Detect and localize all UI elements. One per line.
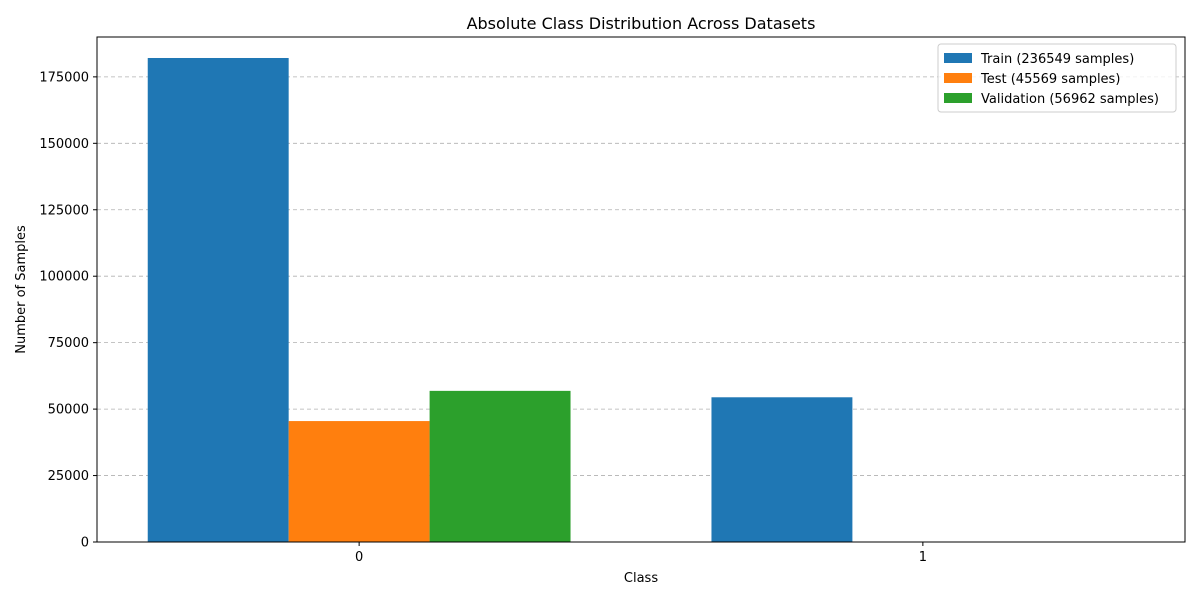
legend: Train (236549 samples) Test (45569 sample… bbox=[937, 43, 1177, 113]
y-tick-label: 175000 bbox=[39, 70, 89, 85]
y-tick-label: 25000 bbox=[48, 469, 89, 484]
plot-frame bbox=[96, 36, 1186, 543]
x-axis-label: Class bbox=[624, 571, 658, 586]
y-tick-label: 50000 bbox=[48, 403, 89, 418]
y-tick-label: 100000 bbox=[39, 270, 89, 285]
y-tick-label: 0 bbox=[81, 536, 89, 551]
bar-train-class-0 bbox=[147, 57, 289, 542]
bar-test-class-0 bbox=[288, 421, 430, 542]
chart-title: Absolute Class Distribution Across Datas… bbox=[467, 14, 816, 33]
y-axis-label: Number of Samples bbox=[14, 225, 29, 354]
x-tick-label: 0 bbox=[355, 550, 363, 565]
bar-validation-class-0 bbox=[429, 390, 571, 542]
y-tick-label: 75000 bbox=[48, 336, 89, 351]
bar-train-class-1 bbox=[711, 397, 853, 542]
y-tick-label: 150000 bbox=[39, 137, 89, 152]
y-tick-label: 125000 bbox=[39, 203, 89, 218]
x-tick-label: 1 bbox=[919, 550, 927, 565]
y-axis-ticks: 0 25000 50000 75000 100000 125000 150000 175000 bbox=[39, 70, 97, 551]
legend-label-train: Train (236549 samples) bbox=[980, 52, 1134, 67]
bars bbox=[147, 57, 1135, 542]
legend-swatch-test bbox=[944, 73, 972, 83]
legend-box bbox=[937, 43, 1177, 113]
legend-label-validation: Validation (56962 samples) bbox=[981, 92, 1159, 107]
legend-swatch-validation bbox=[944, 93, 972, 103]
legend-swatch-train bbox=[944, 53, 972, 63]
legend-label-test: Test (45569 samples) bbox=[980, 72, 1120, 87]
